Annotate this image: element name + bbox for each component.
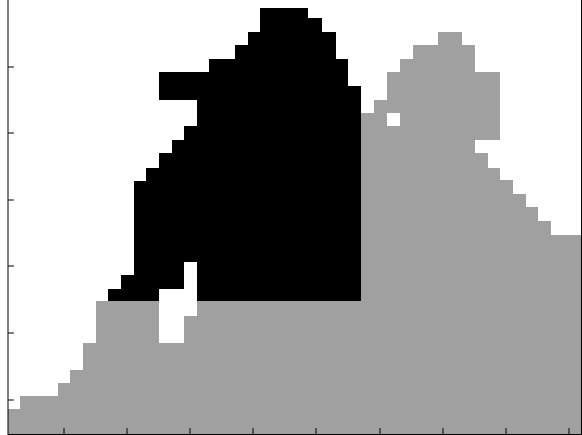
gray-notch-hole [387,113,400,126]
bottom-ticks [63,428,570,435]
left-ticks [8,66,14,401]
gray-region [8,32,582,435]
black-region-shape [108,8,361,301]
gray-region-shape [8,32,582,435]
black-region [108,8,361,301]
